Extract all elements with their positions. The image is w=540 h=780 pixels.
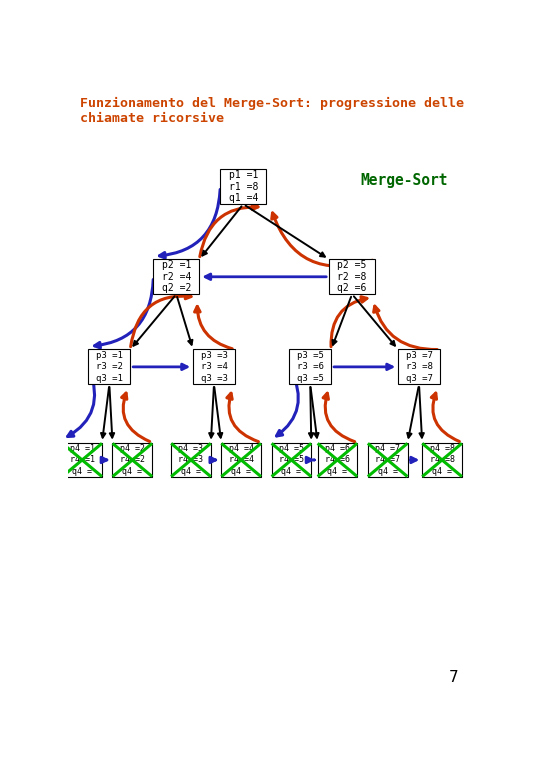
FancyBboxPatch shape <box>112 442 152 477</box>
Text: p2 =5: p2 =5 <box>338 261 367 270</box>
FancyBboxPatch shape <box>221 442 261 477</box>
Text: Merge-Sort: Merge-Sort <box>361 173 448 188</box>
Text: q4 =: q4 = <box>432 467 452 476</box>
Text: q3 =1: q3 =1 <box>96 374 123 383</box>
Text: p4 =6: p4 =6 <box>325 444 350 453</box>
FancyBboxPatch shape <box>329 260 375 294</box>
Text: q3 =7: q3 =7 <box>406 374 433 383</box>
Text: p4 =2: p4 =2 <box>120 444 145 453</box>
Text: p2 =1: p2 =1 <box>161 261 191 270</box>
Text: q4 =: q4 = <box>231 467 251 476</box>
FancyBboxPatch shape <box>171 442 211 477</box>
FancyBboxPatch shape <box>398 349 440 385</box>
Text: r4 =5: r4 =5 <box>279 456 304 464</box>
FancyBboxPatch shape <box>220 169 266 204</box>
Text: q4 =: q4 = <box>377 467 397 476</box>
Text: r3 =6: r3 =6 <box>297 363 323 371</box>
Text: r4 =8: r4 =8 <box>429 456 455 464</box>
Text: r4 =2: r4 =2 <box>120 456 145 464</box>
Text: p4 =3: p4 =3 <box>178 444 204 453</box>
FancyBboxPatch shape <box>368 442 408 477</box>
Text: r1 =8: r1 =8 <box>228 182 258 192</box>
Text: p1 =1: p1 =1 <box>228 170 258 180</box>
Text: q2 =6: q2 =6 <box>338 283 367 293</box>
Text: p4 =5: p4 =5 <box>279 444 304 453</box>
Text: q3 =3: q3 =3 <box>200 374 227 383</box>
FancyBboxPatch shape <box>193 349 235 385</box>
Text: q4 =: q4 = <box>72 467 92 476</box>
Text: r4 =6: r4 =6 <box>325 456 350 464</box>
Text: r4 =4: r4 =4 <box>228 456 254 464</box>
Text: r4 =1: r4 =1 <box>70 456 94 464</box>
Text: q4 =: q4 = <box>327 467 347 476</box>
Text: chiamate ricorsive: chiamate ricorsive <box>80 112 224 125</box>
Text: r4 =3: r4 =3 <box>178 456 204 464</box>
Text: p4 =1: p4 =1 <box>70 444 94 453</box>
Text: q3 =5: q3 =5 <box>297 374 323 383</box>
Text: q4 =: q4 = <box>181 467 201 476</box>
Text: r3 =2: r3 =2 <box>96 363 123 371</box>
Text: p4 =7: p4 =7 <box>375 444 400 453</box>
Text: r2 =8: r2 =8 <box>338 271 367 282</box>
Text: Funzionamento del Merge-Sort: progressione delle: Funzionamento del Merge-Sort: progressio… <box>80 97 464 110</box>
Text: q4 =: q4 = <box>281 467 301 476</box>
Text: r3 =8: r3 =8 <box>406 363 433 371</box>
Text: p4 =8: p4 =8 <box>429 444 455 453</box>
Text: r2 =4: r2 =4 <box>161 271 191 282</box>
Text: p3 =7: p3 =7 <box>406 351 433 360</box>
FancyBboxPatch shape <box>89 349 130 385</box>
Text: q1 =4: q1 =4 <box>228 193 258 204</box>
Text: p3 =1: p3 =1 <box>96 351 123 360</box>
FancyBboxPatch shape <box>318 442 357 477</box>
Text: r4 =7: r4 =7 <box>375 456 400 464</box>
FancyBboxPatch shape <box>153 260 199 294</box>
FancyBboxPatch shape <box>422 442 462 477</box>
Text: r3 =4: r3 =4 <box>200 363 227 371</box>
Text: q2 =2: q2 =2 <box>161 283 191 293</box>
Text: p3 =3: p3 =3 <box>200 351 227 360</box>
FancyBboxPatch shape <box>62 442 102 477</box>
Text: p4 =4: p4 =4 <box>228 444 254 453</box>
Text: 7: 7 <box>448 670 458 685</box>
FancyBboxPatch shape <box>289 349 331 385</box>
Text: p3 =5: p3 =5 <box>297 351 323 360</box>
FancyBboxPatch shape <box>272 442 311 477</box>
Text: q4 =: q4 = <box>123 467 143 476</box>
